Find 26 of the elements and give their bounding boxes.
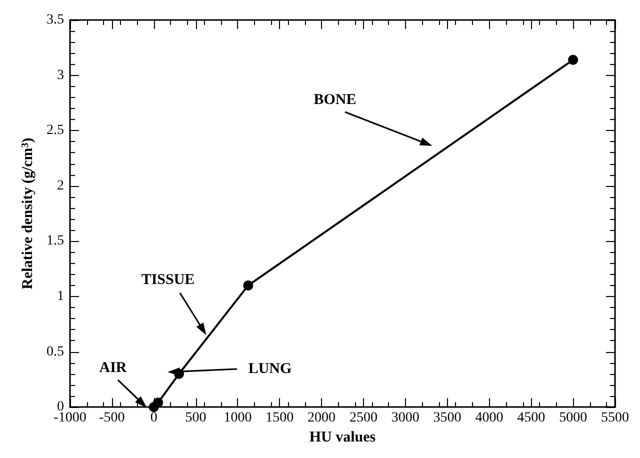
x-tick-label: 4500 (517, 410, 546, 426)
x-tick-label: 4000 (475, 410, 504, 426)
x-axis-title: HU values (309, 430, 376, 446)
y-tick-label: 3.5 (46, 12, 64, 28)
x-tick-label: 1500 (266, 410, 294, 426)
annotation: AIR (99, 360, 127, 376)
x-tick-label: 3500 (433, 410, 462, 426)
y-tick-label: 2.5 (46, 123, 64, 138)
x-tick-label: 1000 (224, 410, 252, 426)
x-tick-label: 0 (150, 410, 158, 426)
x-tick-label: 2500 (349, 410, 378, 426)
annotation: LUNG (248, 361, 292, 377)
x-tick-label: -500 (99, 410, 125, 426)
x-tick-label: 3000 (391, 410, 420, 426)
y-tick-label: 0.5 (46, 344, 64, 360)
y-tick-label: 2 (57, 178, 64, 194)
x-tick-label: 2000 (308, 410, 336, 426)
x-tick-label: 5500 (601, 410, 629, 426)
annotation: BONE (314, 92, 356, 108)
x-tick-label: 500 (185, 410, 206, 426)
y-tick-label: 1 (57, 289, 64, 304)
y-tick-label: 3 (57, 68, 64, 83)
y-axis-title: Relative density (g/cm3) (20, 138, 36, 290)
y-tick-label: 1.5 (46, 234, 64, 249)
annotation: TISSUE (141, 272, 195, 288)
x-tick-label: 5000 (559, 410, 588, 426)
